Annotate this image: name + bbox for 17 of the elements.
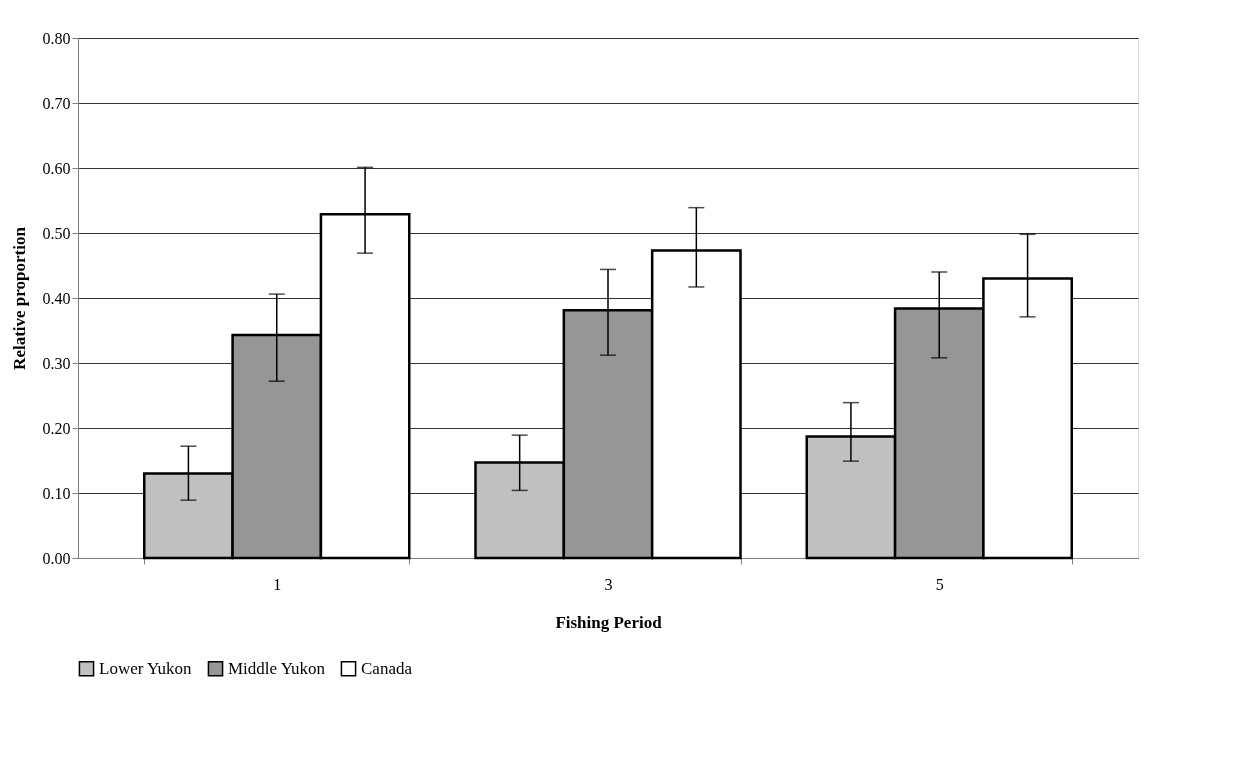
x-tick-label: 1	[273, 575, 282, 593]
legend-label: Middle Yukon	[228, 658, 326, 678]
y-tick-label: 0.30	[42, 354, 71, 372]
y-tick-label: 0.50	[42, 224, 71, 242]
y-tick-label: 0.40	[42, 289, 71, 307]
y-tick-label: 0.60	[42, 159, 71, 177]
y-tick-label: 0.80	[42, 29, 71, 47]
y-axis-title: Relative proportion	[9, 226, 29, 370]
x-axis-title: Fishing Period	[555, 612, 663, 632]
x-tick-label: 5	[935, 575, 944, 593]
y-tick-label: 0.20	[42, 419, 71, 437]
legend-label: Lower Yukon	[99, 658, 192, 678]
legend-label: Canada	[361, 658, 413, 678]
y-tick-label: 0.70	[42, 94, 71, 112]
x-tick-label: 3	[604, 575, 613, 593]
y-tick-label: 0.10	[42, 484, 71, 502]
y-tick-label: 0.00	[42, 549, 71, 567]
